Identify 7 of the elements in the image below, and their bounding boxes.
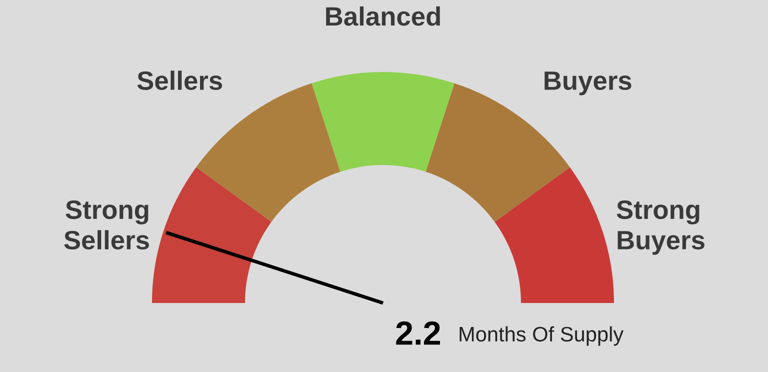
slice-label: Sellers xyxy=(137,70,222,90)
text: 2.2 xyxy=(396,321,440,345)
slice-label: Strong Sellers xyxy=(64,200,149,250)
text: Months Of Supply xyxy=(460,326,624,346)
slice-label: Strong Buyers xyxy=(616,200,704,255)
slice-label: Balanced xyxy=(326,6,440,26)
slice-label: Buyers xyxy=(544,72,632,96)
